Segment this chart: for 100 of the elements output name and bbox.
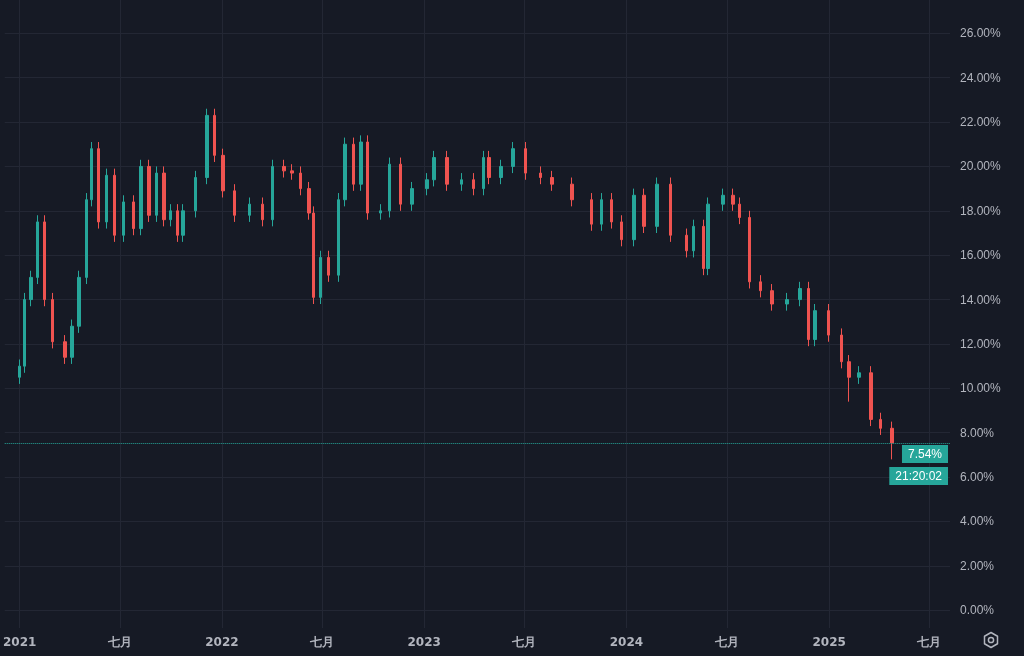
candlestick xyxy=(785,292,789,312)
y-tick-label: 6.00% xyxy=(960,470,995,485)
candlestick xyxy=(770,283,774,312)
candlestick xyxy=(642,188,646,234)
candlestick xyxy=(445,150,449,192)
candlestick xyxy=(213,108,216,163)
x-tick-label: 七月 xyxy=(309,635,335,649)
candlestick xyxy=(570,177,574,207)
candlestick xyxy=(472,172,475,196)
candlestick xyxy=(105,168,108,230)
candlestick xyxy=(29,270,33,307)
y-tick-label: 0.00% xyxy=(960,603,995,618)
candlestick xyxy=(731,188,735,212)
candlestick xyxy=(524,141,527,181)
x-tick-label: 2024 xyxy=(609,635,644,649)
x-tick-label: 七月 xyxy=(511,635,537,649)
candlestick xyxy=(879,412,882,436)
candlestick xyxy=(319,250,322,305)
candlestick xyxy=(550,170,554,192)
x-tick-label: 2023 xyxy=(407,635,441,649)
y-tick-label: 18.00% xyxy=(960,203,1002,218)
candlestick xyxy=(18,358,21,385)
candlestick xyxy=(827,303,830,343)
candlestick xyxy=(379,203,382,221)
candlestick xyxy=(176,203,179,243)
candlestick xyxy=(366,134,369,221)
candlestick xyxy=(162,165,166,227)
candlestick xyxy=(155,165,158,223)
candlestick xyxy=(359,134,363,192)
candlestick xyxy=(77,270,81,334)
ref-line-label: 7.54% xyxy=(907,446,943,461)
candlestick xyxy=(847,354,851,403)
candlestick xyxy=(271,159,274,227)
candlestick xyxy=(869,365,873,427)
candlestick xyxy=(233,183,236,223)
candlestick xyxy=(343,137,347,207)
y-tick-label: 2.00% xyxy=(960,558,995,573)
candlestick xyxy=(181,203,185,243)
candlestick xyxy=(702,219,705,276)
candlestick xyxy=(43,214,46,307)
candlestick xyxy=(487,150,491,185)
candlestick xyxy=(798,281,802,307)
y-tick-label: 22.00% xyxy=(960,115,1002,130)
candlestick xyxy=(299,165,302,196)
candlestick xyxy=(122,194,125,243)
x-tick-label: 2022 xyxy=(205,635,239,649)
y-tick-label: 14.00% xyxy=(960,292,1002,307)
candlestick xyxy=(590,192,593,232)
candlestick xyxy=(388,157,391,218)
y-tick-label: 8.00% xyxy=(960,425,995,440)
candlestick xyxy=(327,250,330,283)
candlestick xyxy=(113,168,116,243)
y-tick-label: 20.00% xyxy=(960,159,1002,174)
candlestick xyxy=(139,159,143,236)
candlestick xyxy=(539,165,542,185)
candlestick xyxy=(282,159,286,179)
candlestick xyxy=(857,365,861,385)
candlestick xyxy=(706,197,710,276)
candlestick xyxy=(248,197,251,223)
candlestick xyxy=(511,141,515,174)
candlestick xyxy=(132,194,135,236)
candlestick xyxy=(813,303,817,347)
candlestick xyxy=(840,327,843,369)
candlestick xyxy=(738,197,741,225)
candlestick xyxy=(620,214,623,247)
candlestick xyxy=(36,214,39,285)
candlestick xyxy=(97,141,100,230)
candlestick xyxy=(669,177,672,243)
y-tick-label: 16.00% xyxy=(960,248,1002,263)
candlestick xyxy=(759,274,762,298)
x-tick-label: 七月 xyxy=(916,635,942,649)
y-tick-label: 26.00% xyxy=(960,26,1002,41)
candlestick xyxy=(890,421,894,460)
x-tick-label: 2021 xyxy=(3,635,37,649)
candlestick xyxy=(147,159,151,223)
candlestick xyxy=(748,210,751,289)
candlestick xyxy=(499,159,503,185)
candlestick xyxy=(85,192,88,285)
candlestick xyxy=(63,334,67,365)
candlestick xyxy=(482,150,485,196)
candlestick xyxy=(600,192,603,232)
candlestick xyxy=(410,181,414,212)
y-tick-label: 10.00% xyxy=(960,381,1002,396)
candlestick xyxy=(399,157,402,212)
x-tick-label: 2025 xyxy=(812,635,846,649)
candlestick xyxy=(70,319,74,365)
candlestick xyxy=(807,281,810,347)
candlestick xyxy=(194,170,197,218)
candlestick xyxy=(632,188,636,247)
candlestick xyxy=(685,228,688,258)
candlestick xyxy=(169,203,172,227)
candlestick xyxy=(692,219,695,258)
candlestick xyxy=(51,292,54,349)
candlestick xyxy=(221,148,225,198)
candlestick xyxy=(337,192,340,283)
candlestick xyxy=(655,177,659,234)
candlestick xyxy=(425,172,429,196)
candlestick xyxy=(23,292,26,374)
candlestick xyxy=(460,172,463,192)
x-tick-label: 七月 xyxy=(714,635,740,649)
